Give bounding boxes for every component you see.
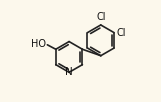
Text: HO: HO <box>31 39 46 49</box>
Text: Cl: Cl <box>117 28 126 38</box>
Text: Cl: Cl <box>96 12 105 22</box>
Text: N: N <box>65 67 73 77</box>
